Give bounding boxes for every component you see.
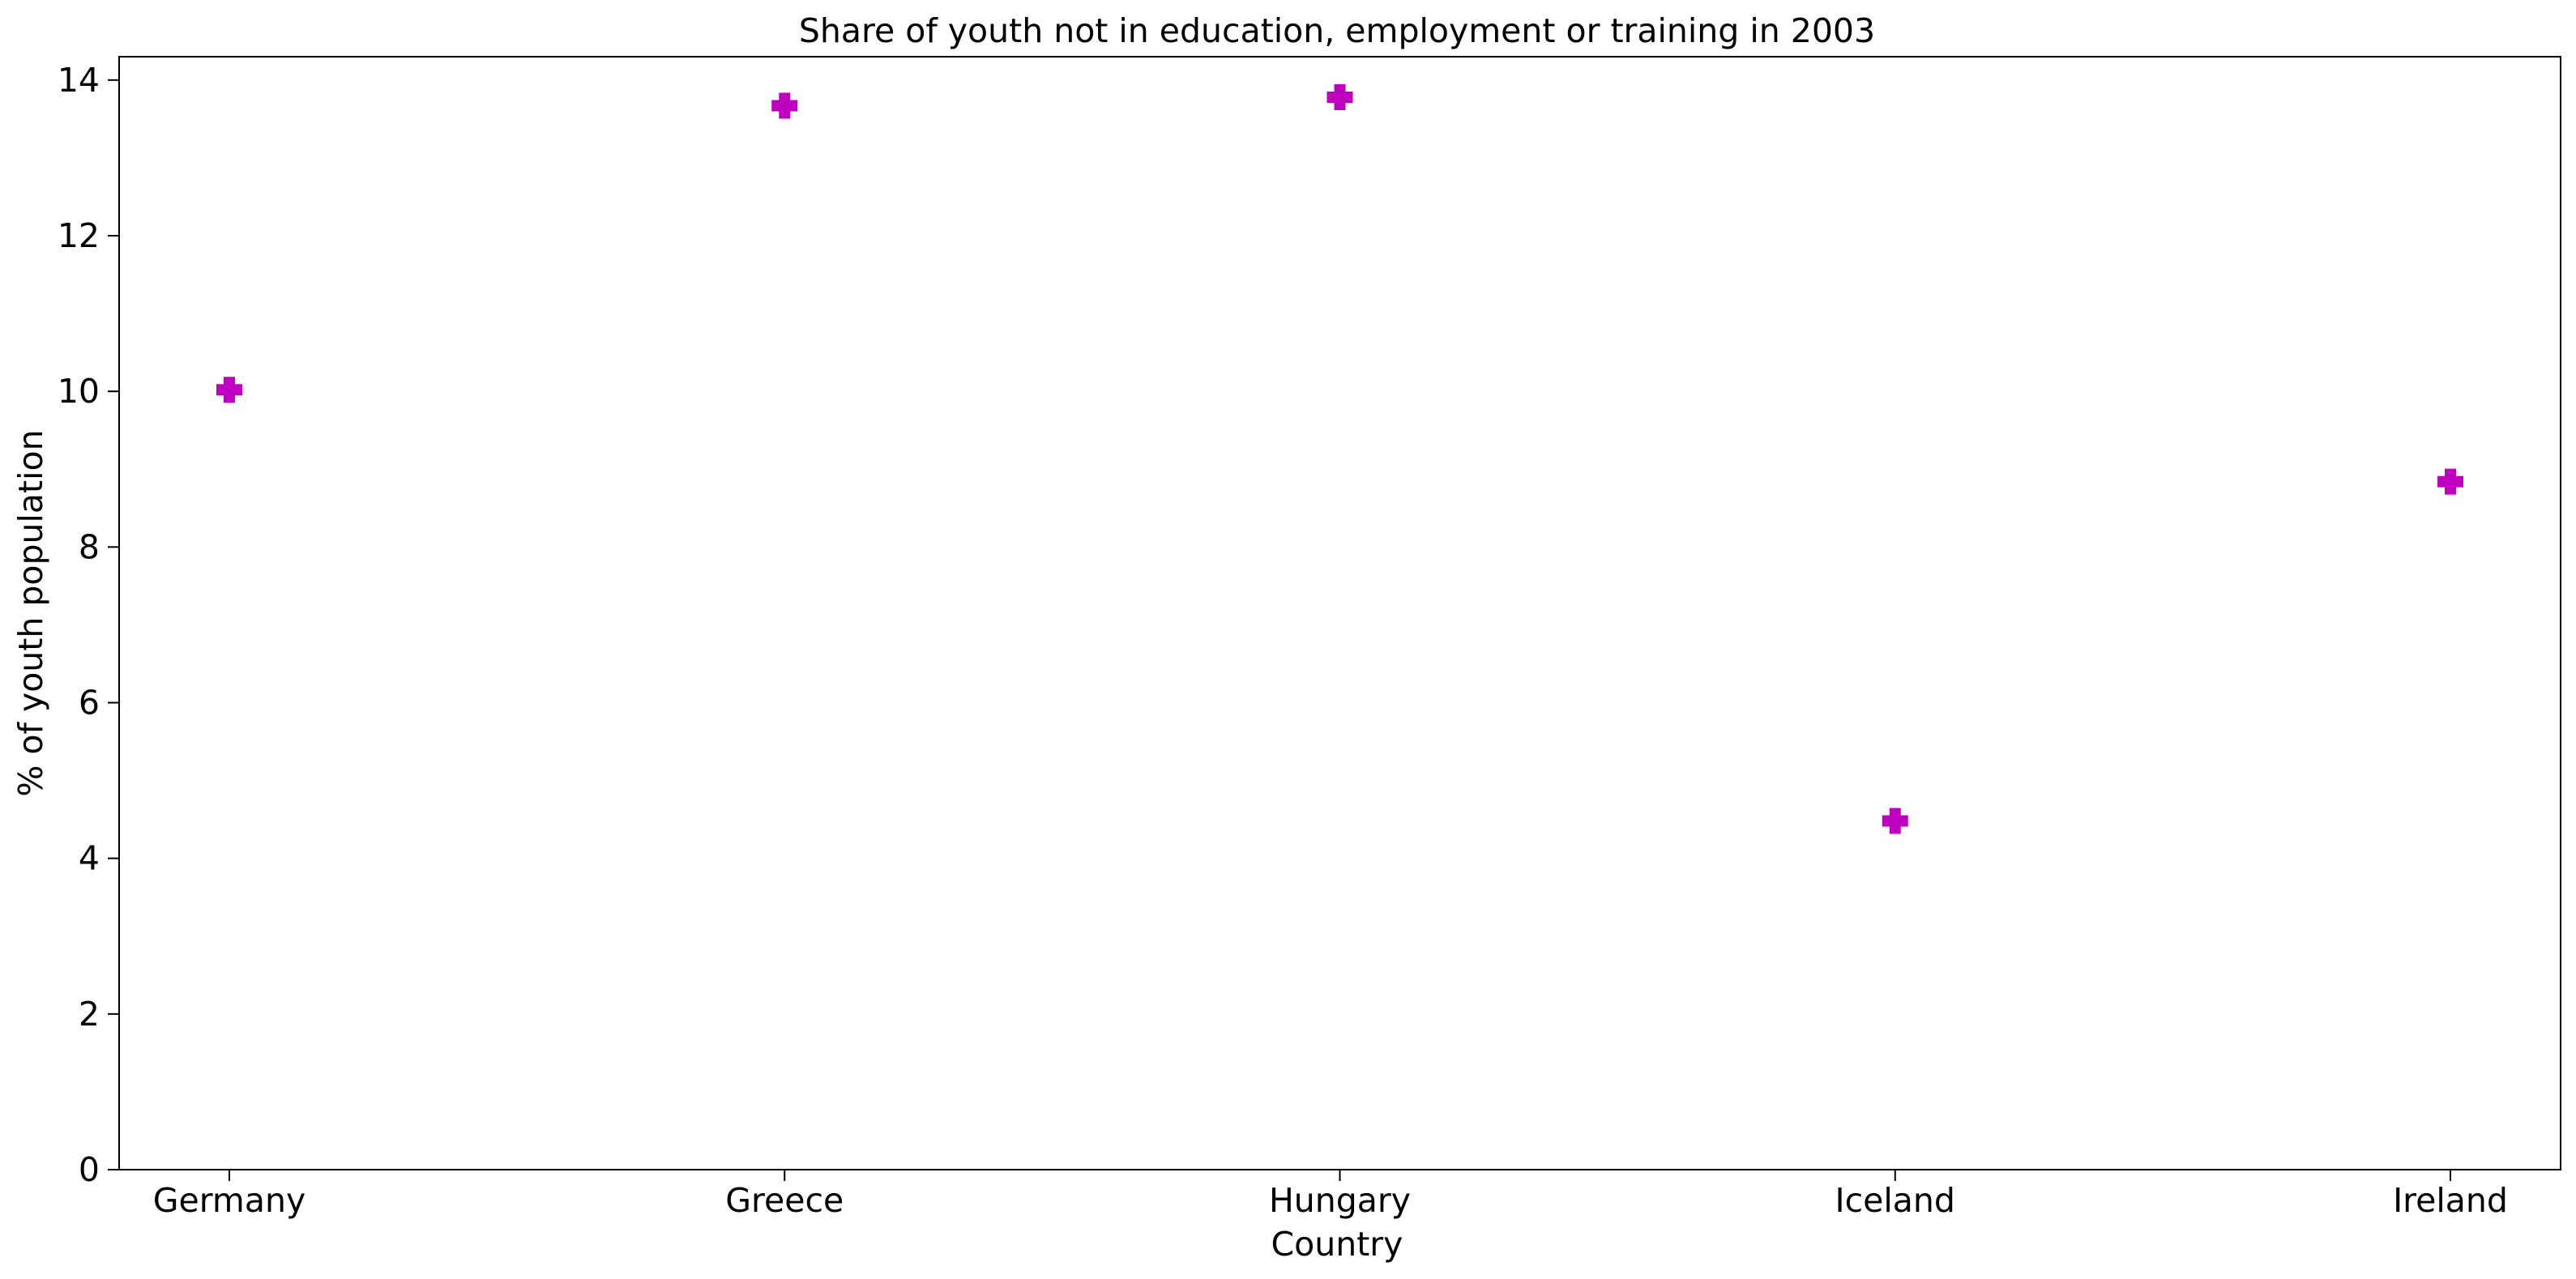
y-tick-label: 4 [79,839,100,878]
y-axis: 0 2 4 6 8 10 12 14 [58,61,119,1189]
data-point-ireland [2437,468,2463,495]
data-point-greece [771,92,798,119]
data-points [216,83,2463,834]
y-tick-label: 10 [58,372,100,411]
plot-frame [118,56,2561,1170]
x-tick-label: Hungary [1269,1181,1411,1220]
y-tick-label: 2 [79,995,100,1034]
data-point-germany [216,377,242,403]
chart-title: Share of youth not in education, employm… [799,11,1875,50]
x-tick-label: Germany [153,1181,305,1220]
y-tick-label: 6 [79,683,100,722]
x-axis: Germany Greece Hungary Iceland Ireland [153,1170,2508,1220]
data-point-hungary [1326,83,1353,110]
y-tick-label: 14 [58,61,100,100]
y-tick-label: 0 [79,1150,100,1189]
x-tick-label: Greece [725,1181,844,1220]
data-point-iceland [1882,808,1908,834]
y-tick-label: 12 [58,216,100,255]
x-tick-label: Iceland [1835,1181,1955,1220]
x-axis-label: Country [1271,1225,1403,1264]
x-tick-label: Ireland [2393,1181,2508,1220]
y-tick-label: 8 [79,527,100,566]
y-axis-label: % of youth population [11,429,50,796]
